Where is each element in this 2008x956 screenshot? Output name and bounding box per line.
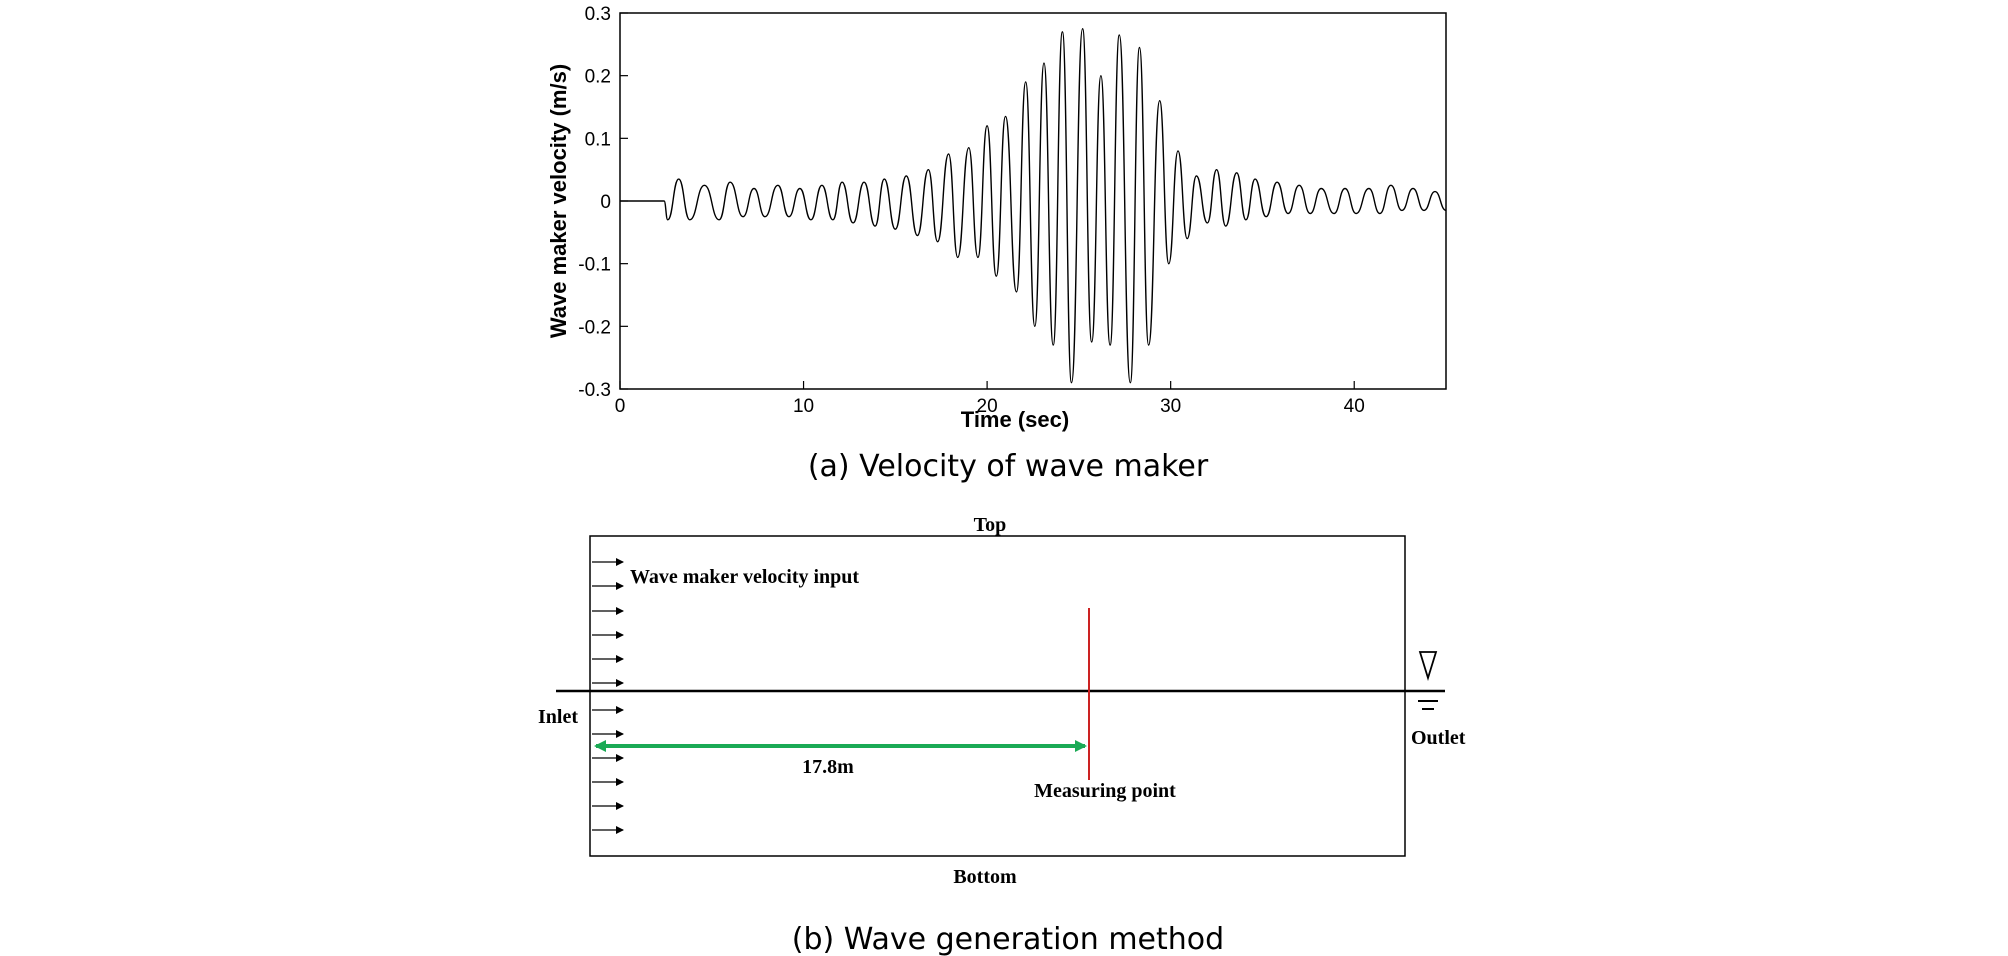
y-tick-label: 0.3 <box>585 4 611 25</box>
domain-box <box>589 535 1406 857</box>
x-axis: 0 10 20 30 40 <box>615 381 1365 417</box>
caption-b: (b) Wave generation method <box>792 922 1224 956</box>
x-tick-label: 40 <box>1344 396 1365 417</box>
y-axis: -0.3 -0.2 -0.1 0 0.1 0.2 0.3 <box>578 4 628 401</box>
x-tick-label: 0 <box>615 396 626 417</box>
x-tick-label: 20 <box>977 396 998 417</box>
label-measuring-point: Measuring point <box>1034 780 1176 802</box>
y-tick-label: 0.2 <box>585 67 611 88</box>
label-wave-input: Wave maker velocity input <box>630 566 859 588</box>
x-axis-title: Time (sec) <box>961 407 1069 432</box>
inlet-velocity-arrows <box>592 558 624 834</box>
y-tick-label: 0 <box>600 192 611 213</box>
label-bottom: Bottom <box>953 866 1017 888</box>
velocity-chart: -0.3 -0.2 -0.1 0 0.1 0.2 0.3 0 10 20 30 40 Time (s… <box>546 4 1447 432</box>
wave-generation-diagram: Top Wave maker velocity input Inlet Outl… <box>538 514 1466 888</box>
y-tick-label: 0.1 <box>585 129 611 150</box>
x-tick-label: 30 <box>1160 396 1181 417</box>
water-level-triangle-icon <box>1418 651 1438 710</box>
label-top: Top <box>974 514 1007 536</box>
label-outlet: Outlet <box>1411 727 1466 749</box>
label-distance: 17.8m <box>802 756 854 778</box>
y-tick-label: -0.1 <box>578 255 611 276</box>
x-tick-label: 10 <box>793 396 814 417</box>
y-tick-label: -0.2 <box>578 317 611 338</box>
y-tick-label: -0.3 <box>578 380 611 401</box>
label-inlet: Inlet <box>538 706 578 728</box>
velocity-series-line <box>620 27 1447 384</box>
plot-frame <box>619 12 1447 390</box>
caption-a: (a) Velocity of wave maker <box>808 449 1209 484</box>
y-axis-title: Wave maker velocity (m/s) <box>546 64 571 338</box>
